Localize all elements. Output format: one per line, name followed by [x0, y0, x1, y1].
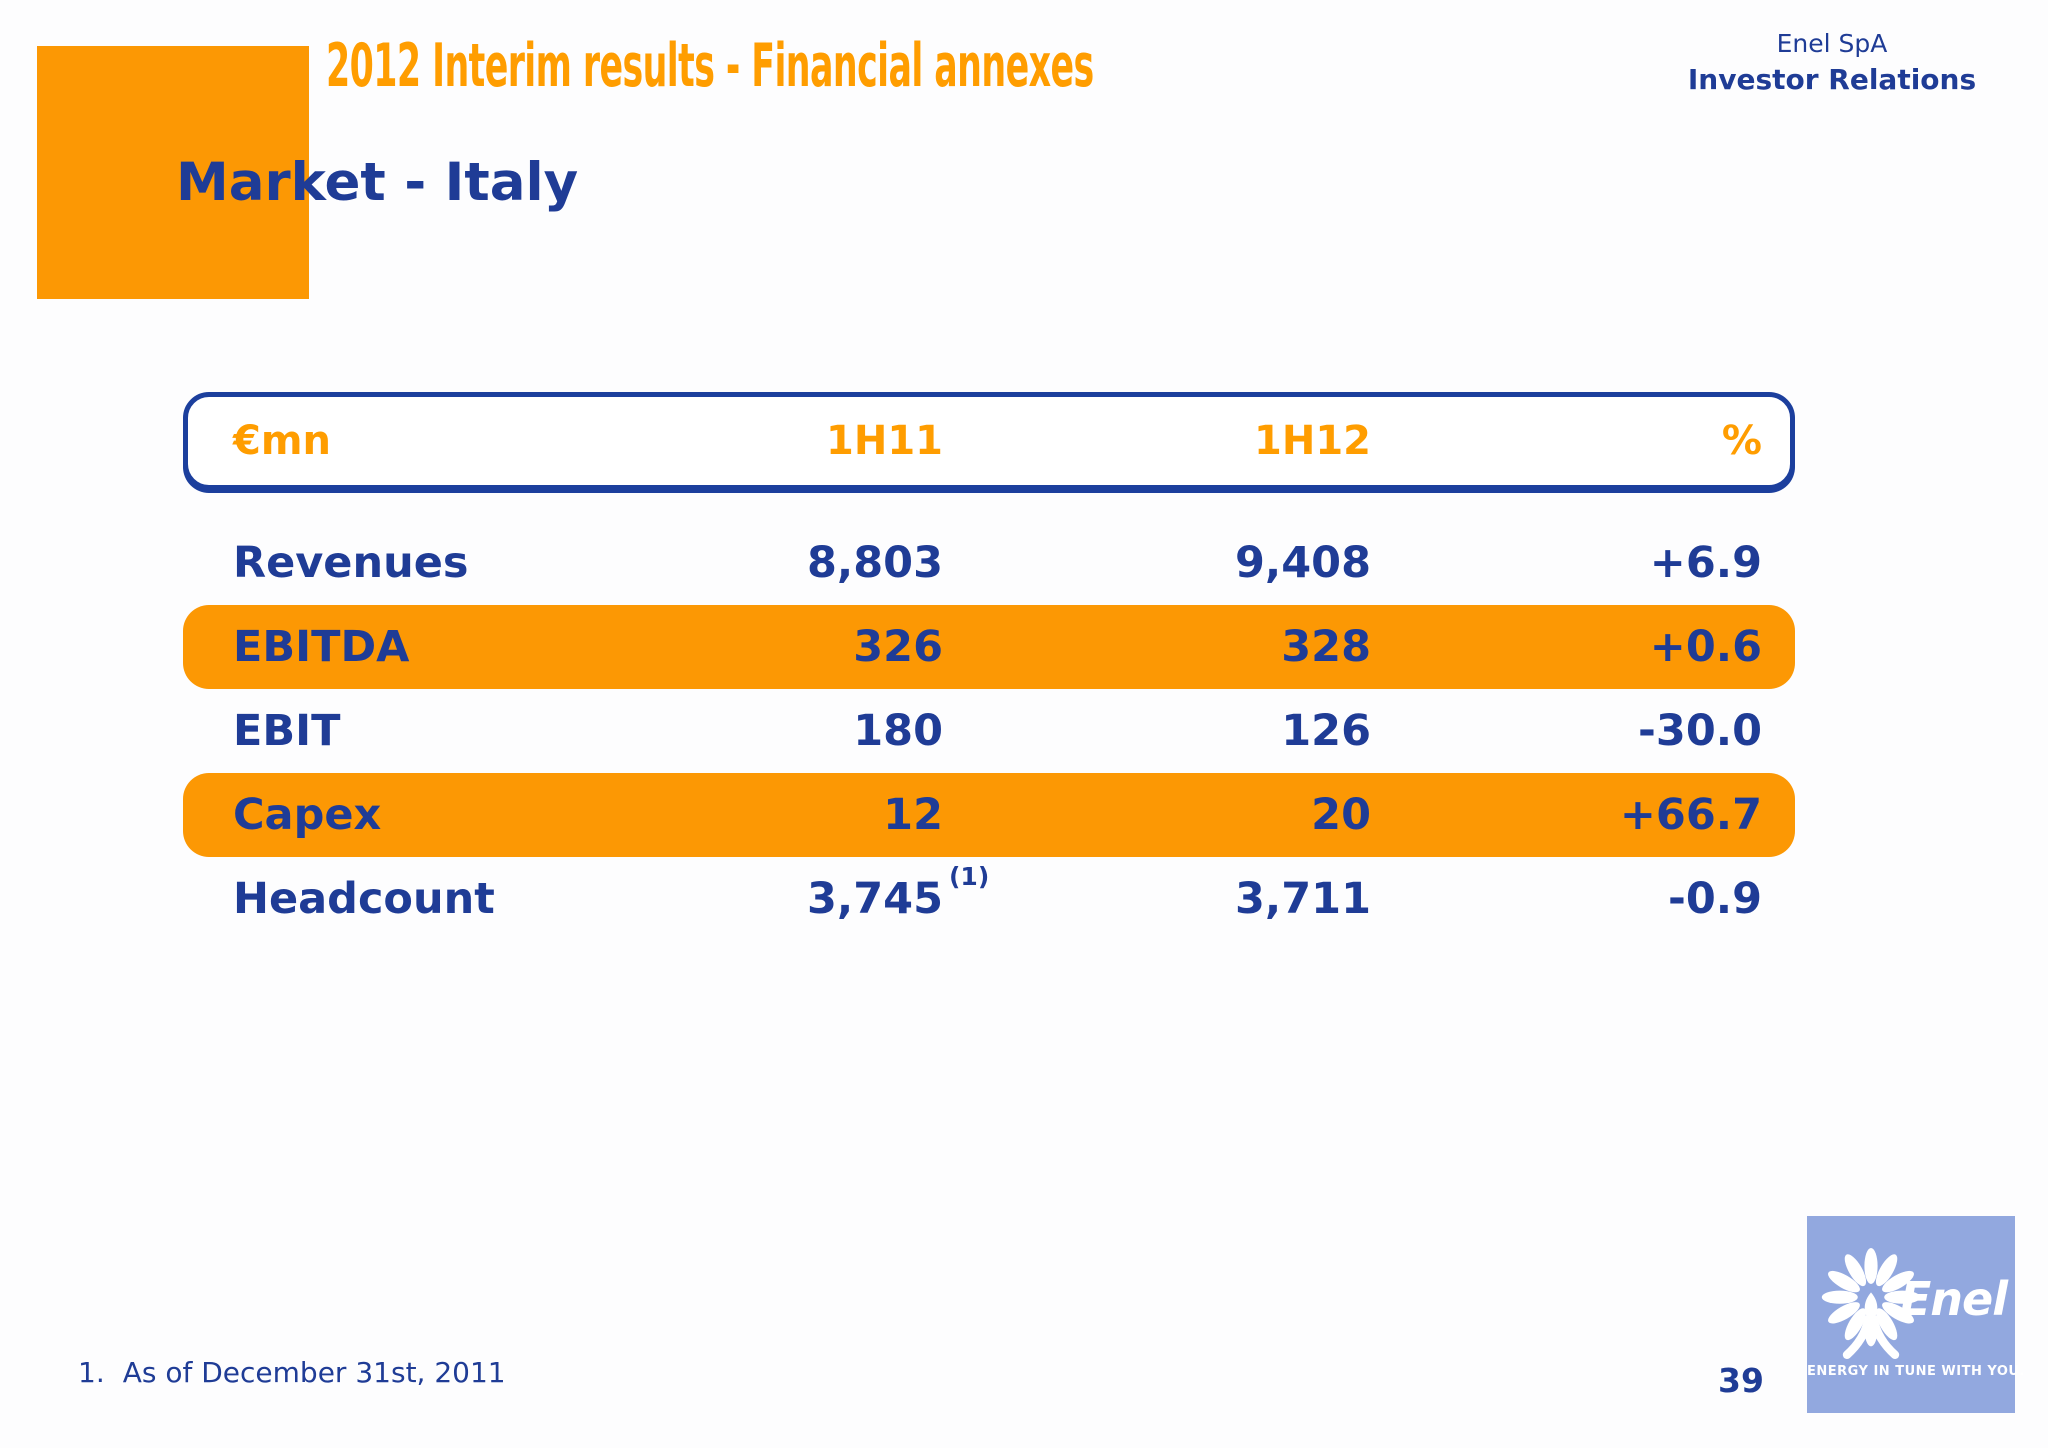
row-value-pct: -30.0 — [1638, 705, 1762, 756]
row-value-1h11: 12 — [693, 789, 943, 840]
page-title: Market - Italy — [176, 152, 579, 213]
company-name: Enel SpA — [1776, 29, 1888, 58]
table-header-row: €mn 1H11 1H12 % — [183, 392, 1795, 490]
table-row: EBITDA 326 328 +0.6 — [183, 605, 1795, 689]
row-label: Capex — [233, 789, 382, 840]
value-1h11: 12 — [883, 789, 943, 840]
footnote-text: As of December 31st, 2011 — [122, 1356, 506, 1389]
enel-wordmark: Enel — [1899, 1272, 2008, 1326]
row-value-1h11: 3,745 (1) — [693, 861, 990, 924]
financial-table: €mn 1H11 1H12 % Revenues 8,803 9,408 +6.9 EB… — [183, 392, 1795, 941]
table-rows: Revenues 8,803 9,408 +6.9 EBITDA 326 328 +0.6 EB… — [183, 521, 1795, 941]
row-value-1h12: 20 — [1311, 789, 1371, 840]
row-label: Headcount — [233, 873, 495, 924]
value-1h11: 180 — [853, 705, 943, 756]
column-header-pct: % — [1721, 418, 1762, 464]
column-header-1h12: 1H12 — [1254, 418, 1371, 464]
value-1h11: 8,803 — [806, 537, 943, 588]
value-1h11: 326 — [853, 621, 943, 672]
column-header-1h11: 1H11 — [826, 418, 943, 464]
decorative-orange-square — [37, 46, 309, 299]
row-value-1h12: 126 — [1281, 705, 1371, 756]
footnote-marker: 1. — [78, 1356, 105, 1389]
row-value-1h11: 180 — [693, 705, 943, 756]
table-row: Capex 12 20 +66.7 — [183, 773, 1795, 857]
row-value-pct: +0.6 — [1649, 621, 1762, 672]
footnote: 1. As of December 31st, 2011 — [78, 1356, 506, 1390]
column-header-unit: €mn — [233, 418, 331, 464]
row-label: Revenues — [233, 537, 469, 588]
table-row: Revenues 8,803 9,408 +6.9 — [183, 521, 1795, 605]
row-value-pct: +6.9 — [1649, 537, 1762, 588]
row-label: EBITDA — [233, 621, 410, 672]
enel-tree-icon — [1821, 1248, 1921, 1359]
enel-logo: Enel ENERGY IN TUNE WITH YOU. — [1807, 1216, 2025, 1413]
row-value-pct: -0.9 — [1667, 873, 1762, 924]
row-value-1h11: 8,803 — [693, 537, 943, 588]
row-value-1h12: 9,408 — [1234, 537, 1371, 588]
row-value-1h11: 326 — [693, 621, 943, 672]
table-row: EBIT 180 126 -30.0 — [183, 689, 1795, 773]
value-1h11: 3,745 (1) — [806, 861, 990, 924]
footnote-reference: (1) — [949, 861, 990, 891]
page-number: 39 — [1718, 1361, 1764, 1400]
company-block: Enel SpA Investor Relations — [1650, 28, 2014, 97]
row-value-1h12: 3,711 — [1234, 873, 1371, 924]
slide-tag: 2012 Interim results - Financial annexes — [326, 31, 1094, 101]
table-row: Headcount 3,745 (1) 3,711 -0.9 — [183, 857, 1795, 941]
company-department: Investor Relations — [1687, 63, 1977, 97]
row-value-1h12: 328 — [1281, 621, 1371, 672]
enel-tagline: ENERGY IN TUNE WITH YOU. — [1807, 1364, 2025, 1379]
row-value-pct: +66.7 — [1619, 789, 1762, 840]
row-label: EBIT — [233, 705, 341, 756]
